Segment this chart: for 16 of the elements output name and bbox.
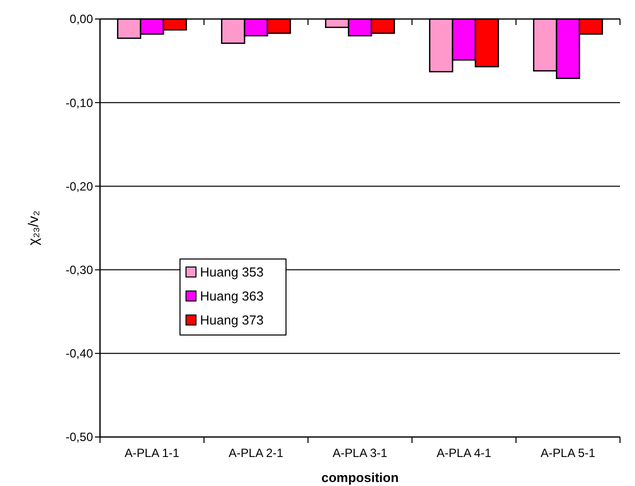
x-tick-label: A-PLA 4-1 bbox=[436, 446, 492, 460]
y-tick-label: -0,50 bbox=[66, 430, 94, 444]
legend-label: Huang 363 bbox=[200, 288, 264, 304]
y-tick-label: -0,40 bbox=[66, 346, 94, 361]
y-axis-title: χ₂₃/v₂ bbox=[25, 210, 41, 246]
x-tick-label: A-PLA 5-1 bbox=[540, 446, 596, 460]
y-tick-label: 0,00 bbox=[70, 12, 94, 26]
legend-label: Huang 353 bbox=[200, 264, 264, 280]
x-axis-title: composition bbox=[321, 470, 399, 485]
x-tick-label: A-PLA 3-1 bbox=[332, 446, 388, 460]
y-tick-label: -0,10 bbox=[66, 96, 94, 110]
x-tick-label: A-PLA 2-1 bbox=[228, 446, 284, 460]
y-tick-label: -0,30 bbox=[66, 263, 94, 277]
y-tick-label: -0,20 bbox=[66, 179, 94, 194]
legend-label: Huang 373 bbox=[200, 312, 264, 328]
x-tick-label: A-PLA 1-1 bbox=[124, 446, 180, 460]
